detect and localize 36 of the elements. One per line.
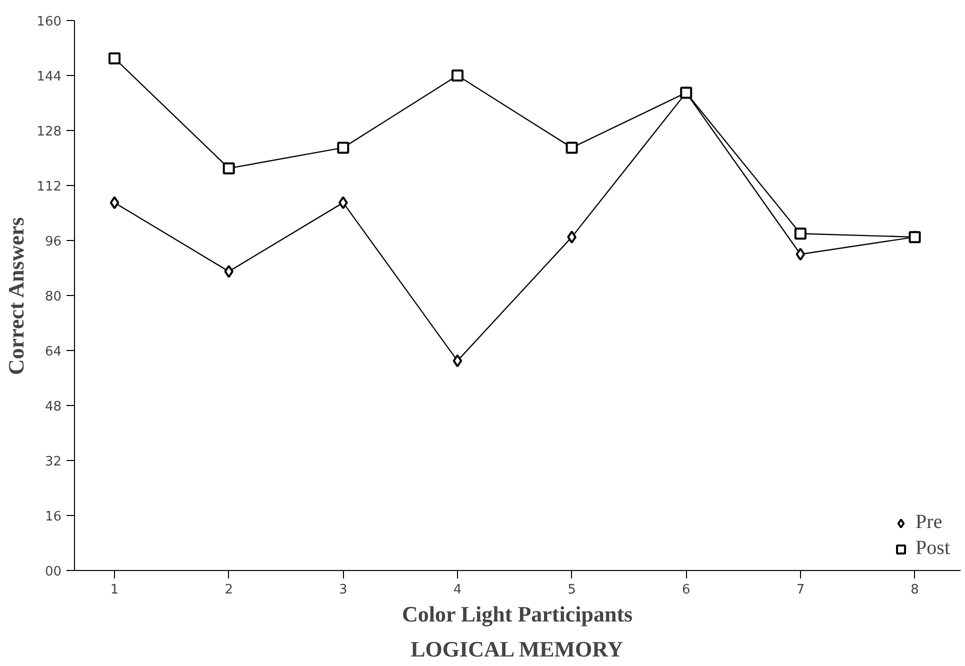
- y-tick-label: 144: [36, 70, 62, 84]
- y-tick-label: 16: [44, 510, 62, 524]
- point: [338, 196, 348, 210]
- x-tick-label: 2: [224, 582, 233, 598]
- x-tick-label: 5: [568, 582, 576, 598]
- legend-label: Pre: [916, 511, 942, 534]
- point: [566, 142, 578, 154]
- x-tick-label: 4: [453, 582, 462, 598]
- x-tick-label: 8: [910, 582, 919, 598]
- y-tick-label: 00: [44, 564, 62, 580]
- point: [451, 70, 464, 82]
- point: [794, 228, 806, 240]
- y-tick-label: 80: [44, 290, 62, 304]
- point: [796, 248, 806, 261]
- x-tick-label: 3: [339, 582, 348, 598]
- point: [567, 230, 576, 244]
- x-tick-label: 1: [110, 582, 119, 598]
- y-tick-label: 96: [44, 234, 62, 250]
- point: [224, 264, 234, 278]
- y-tick-label: 112: [36, 180, 62, 194]
- x-axis-title: Color Light Participants: [402, 602, 634, 626]
- legend-label: Post: [916, 537, 950, 560]
- y-tick-label: 32: [44, 454, 62, 470]
- point: [110, 196, 120, 210]
- y-tick-label: 128: [36, 124, 62, 140]
- x-tick-label: 6: [682, 582, 690, 598]
- point: [337, 142, 350, 154]
- y-tick-label: 160: [36, 14, 62, 30]
- y-tick-label: 64: [44, 344, 62, 360]
- x-tick-label: 7: [796, 582, 805, 598]
- y-tick-label: 48: [44, 400, 62, 414]
- y-axis-title: Correct Answers: [4, 216, 29, 376]
- point: [452, 354, 462, 368]
- point: [222, 162, 235, 174]
- text: LOGICAL MEMORY: [410, 636, 624, 662]
- point: [108, 52, 121, 64]
